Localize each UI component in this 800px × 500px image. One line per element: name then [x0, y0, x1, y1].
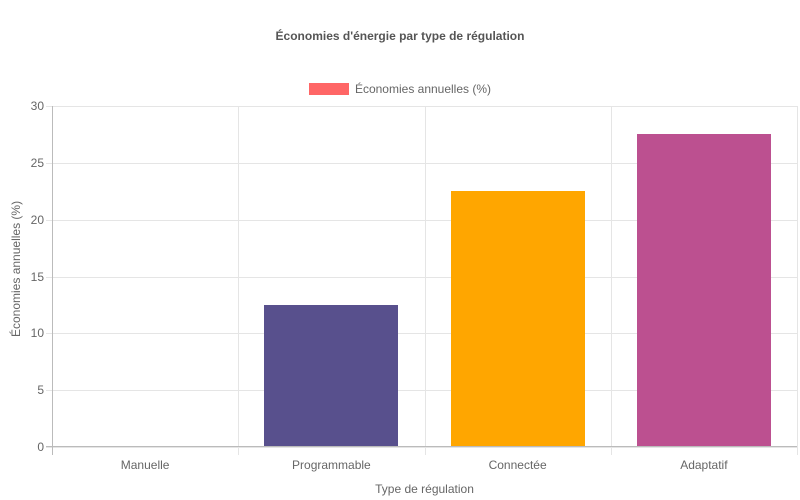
- y-tick-label: 25: [30, 155, 44, 170]
- legend-label: Économies annuelles (%): [354, 82, 492, 96]
- bar-connectée[interactable]: [450, 191, 585, 447]
- y-tick-label: 30: [30, 99, 44, 113]
- gridline-horizontal: [46, 106, 797, 107]
- gridline-horizontal: [46, 390, 797, 392]
- gridline-vertical: [424, 106, 426, 455]
- y-tick-label: 5: [37, 383, 44, 398]
- gridline-vertical: [610, 106, 612, 455]
- gridline-horizontal: [46, 333, 797, 335]
- plot-area: 0 5 10 15 20 25 30 Manuelle Programmable Connecté…: [31, 99, 798, 472]
- legend[interactable]: Économies annuelles (%): [0, 82, 800, 96]
- legend-swatch: [308, 83, 349, 95]
- y-tick-label: 20: [30, 212, 44, 227]
- bar-programmable[interactable]: [264, 304, 399, 447]
- x-tick-label: Connectée: [488, 458, 547, 472]
- gridline-vertical: [797, 106, 798, 455]
- gridline-horizontal: [46, 162, 797, 164]
- x-axis: [46, 446, 797, 447]
- x-tick-label: Adaptatif: [680, 458, 728, 472]
- gridline-vertical: [238, 106, 240, 455]
- x-tick-label: Manuelle: [120, 458, 170, 472]
- y-tick-label: 10: [30, 326, 44, 341]
- y-tick-label: 0: [37, 440, 44, 454]
- gridline-horizontal: [46, 447, 797, 448]
- gridline-horizontal: [46, 219, 797, 221]
- y-axis: [52, 106, 53, 455]
- y-tick-label: 15: [30, 269, 44, 284]
- x-axis-label: Type de régulation: [375, 482, 474, 496]
- bar-adaptatif[interactable]: [636, 134, 771, 447]
- chart-title: Économies d'énergie par type de régulati…: [275, 29, 525, 43]
- x-tick-label: Programmable: [292, 458, 371, 472]
- gridline-horizontal: [46, 276, 797, 278]
